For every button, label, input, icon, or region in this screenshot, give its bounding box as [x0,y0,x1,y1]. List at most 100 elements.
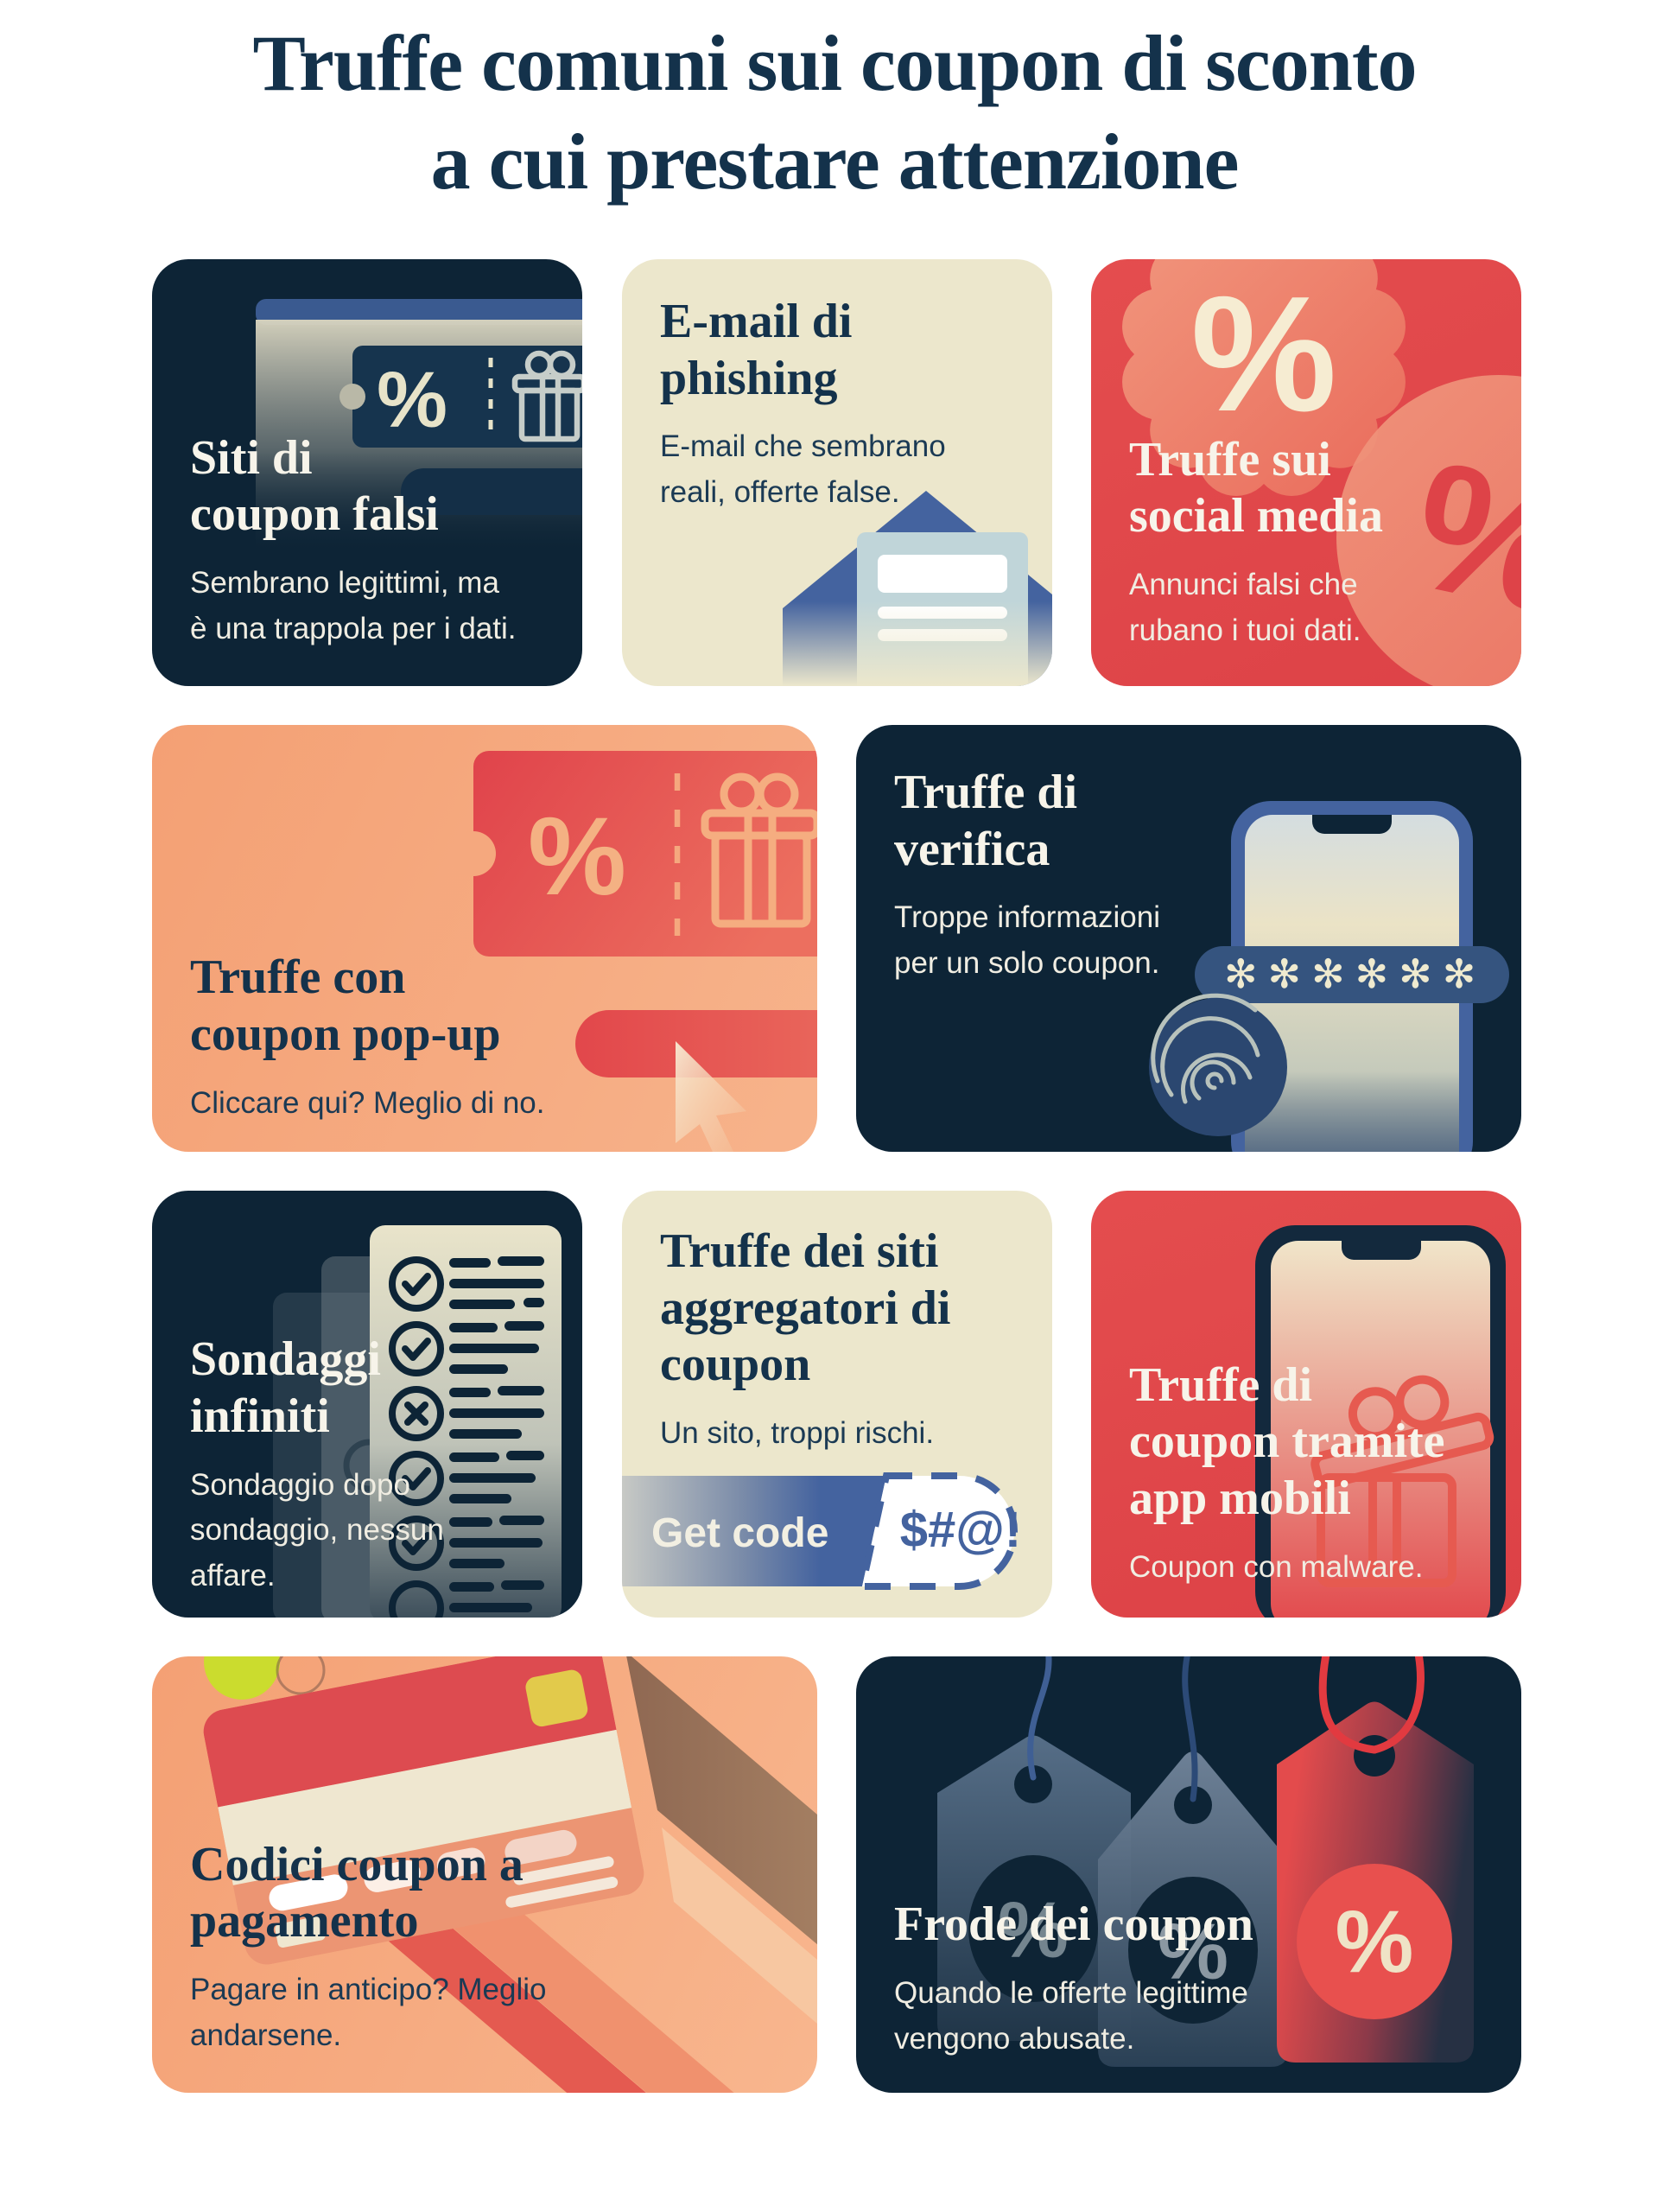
card-paid-coupon-codes: Codici coupon a pagamento Pagare in anti… [152,1656,817,2093]
credit-card-icon [200,1656,648,1969]
body-line: Annunci falsi che [1129,568,1358,601]
coupon-code-text: $#@! [900,1502,1021,1558]
heading-line: app mobili [1129,1471,1351,1525]
body-line: Troppe informazioni [894,900,1161,935]
body-line: affare. [190,1558,276,1592]
fake-site-illustration: % [256,299,582,555]
gift-icon [511,350,582,442]
body-line: Coupon con malware. [1129,1549,1424,1584]
card-body: Troppe informazioni per un solo coupon. [894,895,1504,986]
page-title: Truffe comuni sui coupon di sconto a cui… [0,14,1669,211]
discount-circle-icon: % [1336,375,1521,686]
password-mask-text: ✻✻✻✻✻✻ [1224,951,1486,996]
phone-notch [1312,815,1392,834]
percent-icon: % [528,795,626,918]
heading-line: coupon pop-up [190,1007,501,1061]
coupon-notch [340,384,365,410]
card-endless-surveys: Sondaggi infiniti Sondaggio dopo sondagg… [152,1191,582,1618]
card-chip [525,1669,588,1727]
heading-line: aggregatori di [660,1281,951,1335]
tag-strings [1027,1656,1425,1802]
card-heading: Frode dei coupon [894,1897,1504,1954]
popup-illustration: % [451,751,817,1152]
heading-line: Truffe di [894,766,1078,819]
heading-line: verifica [894,822,1050,876]
body-line: Pagare in anticipo? Meglio [190,1973,547,2006]
body-line: è una trappola per i dati. [190,611,517,645]
coupon-fraud-illustration: % % % [937,1656,1474,2067]
heading-line: coupon [660,1338,811,1392]
page-title-line: Truffe comuni sui coupon di sconto [252,19,1417,107]
coupon-ticket-icon: % [451,751,817,957]
price-tag-icon: % [937,1735,1131,2041]
card-text: Truffe di coupon tramite app mobili Coup… [1129,1357,1504,1590]
card-popup-coupon-scams: % Truffe con coupon pop-up [152,725,817,1152]
heading-line: coupon falsi [190,487,439,542]
body-line: vengono abusate. [894,2021,1135,2056]
card-body: Annunci falsi che rubano i tuoi dati. [1129,563,1504,653]
slot-stripe-dark [626,1656,817,1945]
body-line: Quando le offerte legittime [894,1976,1248,2010]
body-line: rubano i tuoi dati. [1129,613,1361,647]
survey-sheet-icon [370,1225,562,1618]
percent-icon: % [1191,263,1337,446]
body-line: sondaggio, nessun [190,1513,444,1547]
coupon-code-pill [858,1472,1018,1590]
card-heading: Truffe con coupon pop-up [190,950,800,1063]
heading-line: social media [1129,489,1383,543]
survey-rows [389,1256,544,1618]
card-coupon-fraud: % % % Frode dei coup [856,1656,1521,2093]
card-body: E-mail che sembrano reali, offerte false… [660,424,1035,515]
card-coupon-aggregator-scams: Get code $#@! Truffe dei siti aggregator… [622,1191,1052,1618]
gift-icon [701,772,817,928]
gift-icon [1310,1375,1494,1587]
card-fake-coupon-sites: % Siti di coupon falsi Sembrano legi [152,259,582,686]
card-social-media-scams: % % Truffe sui social media Annunci fals… [1091,259,1521,686]
aggregator-illustration: Get code $#@! [622,1472,1021,1590]
body-line: E-mail che sembrano [660,429,946,464]
card-body: Coupon con malware. [1129,1545,1504,1591]
heading-line: Truffe dei siti [660,1224,939,1278]
card-text: Siti di coupon falsi Sembrano legittimi,… [190,430,565,652]
popup-button-shape [575,1010,817,1152]
body-line: Sembrano legittimi, ma [190,566,499,600]
percent-icon: % [1336,1892,1414,1991]
body-line: per un solo coupon. [894,945,1160,980]
body-line: Sondaggio dopo [190,1467,410,1502]
card-heading: Truffe di coupon tramite app mobili [1129,1357,1504,1528]
card-text: Sondaggi infiniti Sondaggio dopo sondagg… [190,1332,565,1599]
card-text: Truffe dei siti aggregatori di coupon Un… [660,1224,1035,1456]
get-code-button[interactable]: Get code $#@! [622,1472,1021,1590]
card-text: Truffe sui social media Annunci falsi ch… [1129,432,1504,653]
get-code-label: Get code [651,1510,828,1556]
heading-line: Codici coupon a [190,1837,524,1891]
heading-line: Sondaggi [190,1332,381,1387]
body-line: Cliccare qui? Meglio di no. [190,1085,545,1120]
body-line: Un sito, troppi rischi. [660,1415,935,1450]
card-body: Quando le offerte legittime vengono abus… [894,1971,1504,2062]
phone-notch [1342,1241,1421,1260]
heading-line: Frode dei coupon [894,1897,1253,1952]
card-heading: Codici coupon a pagamento [190,1837,800,1950]
mobile-app-illustration [1255,1225,1506,1618]
heading-line: Truffe di [1129,1357,1313,1412]
card-heading: Truffe sui social media [1129,432,1504,545]
card-body: Sembrano legittimi, ma è una trappola pe… [190,561,565,652]
slot-stripe-pale [662,1827,817,2024]
heading-line: Truffe con [190,950,406,1005]
coupon-notch [451,831,496,876]
phishing-illustration [752,491,1052,686]
discount-badge-icon: % [1122,259,1406,496]
percent-icon: % [1158,1908,1228,1996]
card-body: Pagare in anticipo? Meglio andarsene. [190,1967,800,2058]
open-envelope-icon [752,491,1052,686]
card-phishing-email: E-mail di phishing E-mail che sembrano r… [622,259,1052,686]
heading-line: E-mail di [660,295,853,348]
card-mobile-app-coupon-scams: Truffe di coupon tramite app mobili Coup… [1091,1191,1521,1618]
card-heading: E-mail di phishing [660,294,1035,407]
card-body: Cliccare qui? Meglio di no. [190,1081,800,1127]
coupon-ticket-icon: % [340,346,582,515]
percent-icon: % [998,1886,1069,1974]
card-heading: Sondaggi infiniti [190,1332,565,1445]
